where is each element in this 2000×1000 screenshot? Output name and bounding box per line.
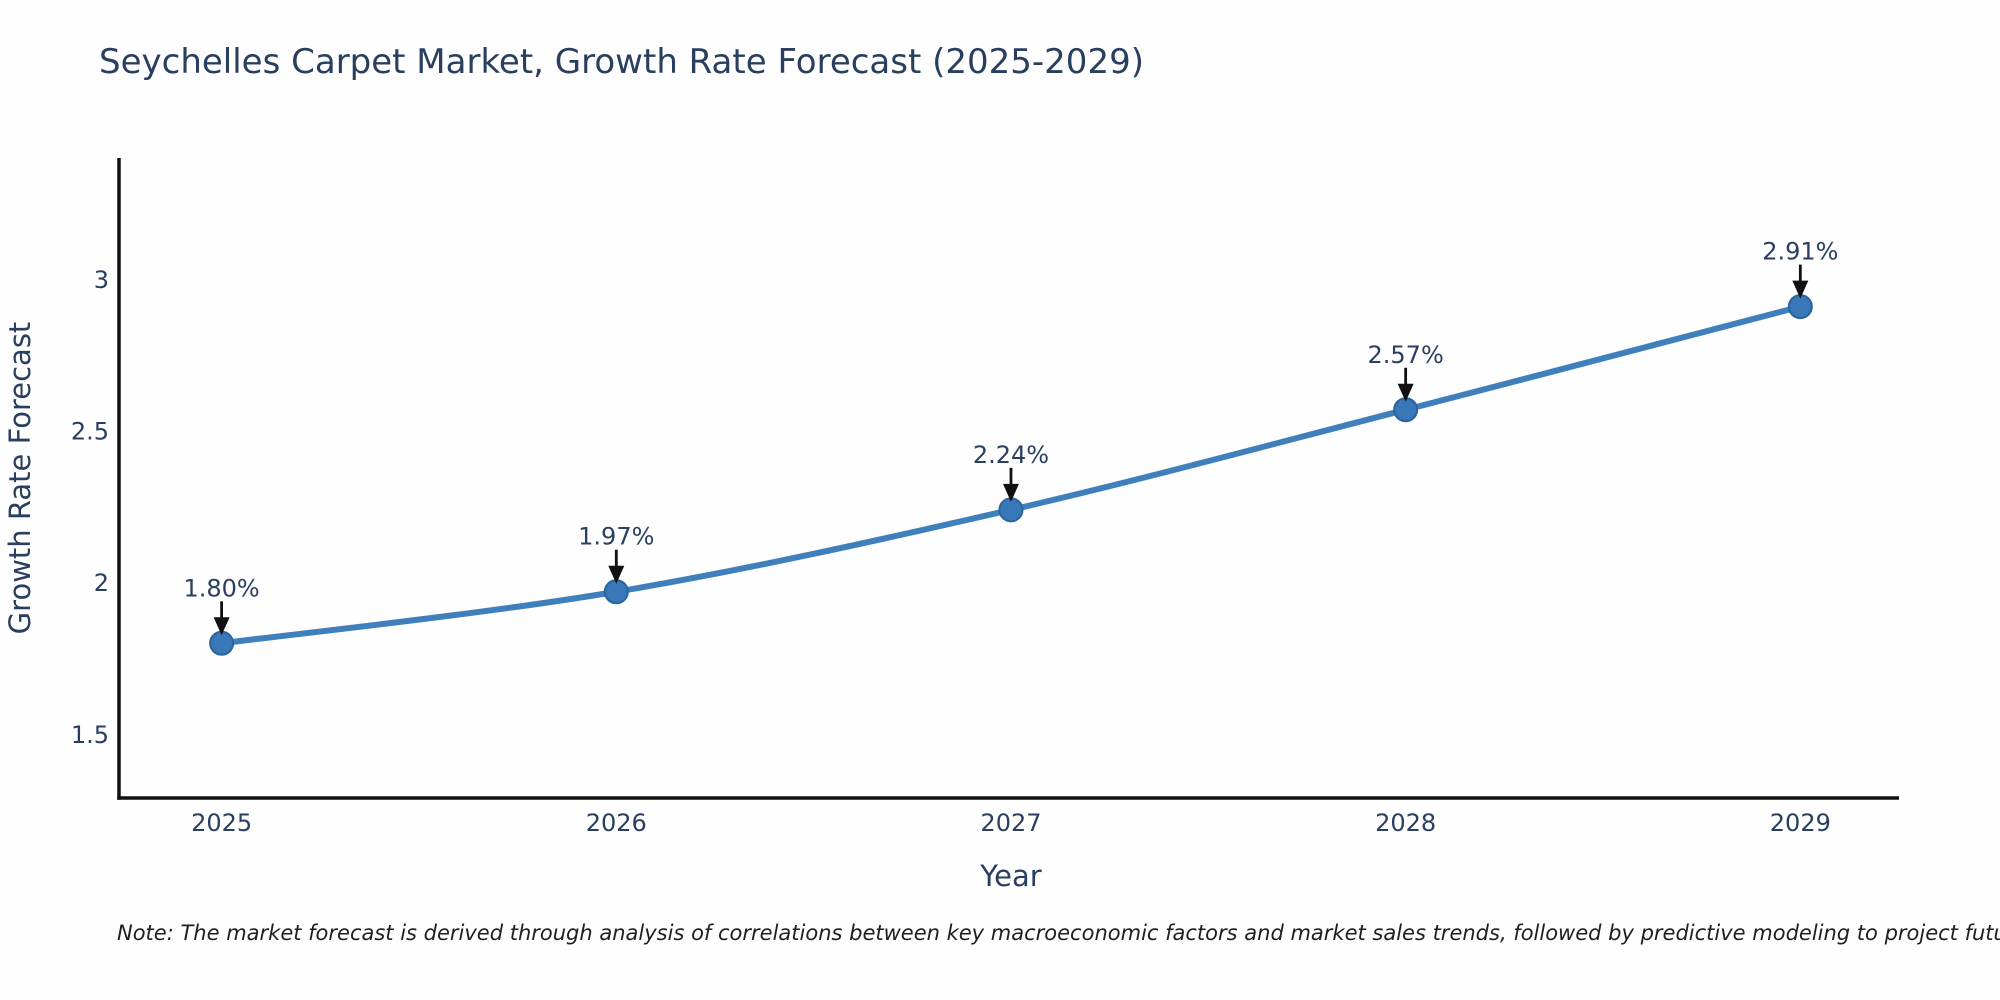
y-tick-label: 2 [94,569,109,597]
y-tick-label: 2.5 [71,417,109,445]
x-axis-title: Year [979,859,1041,893]
point-arrow-head [1002,483,1019,502]
chart-title: Seychelles Carpet Market, Growth Rate Fo… [99,42,1144,82]
point-value-label: 1.97% [578,523,654,551]
point-value-label: 2.24% [973,441,1049,469]
point-arrow-head [1792,280,1809,299]
footnote: Note: The market forecast is derived thr… [117,921,2000,945]
x-tick-label: 2027 [980,809,1041,837]
y-axis-title: Growth Rate Forecast [3,322,37,635]
x-tick-label: 2025 [191,809,252,837]
point-value-label: 2.57% [1368,341,1444,369]
x-tick-label: 2026 [586,809,647,837]
point-value-label: 2.91% [1762,238,1838,266]
y-tick-label: 1.5 [71,721,109,749]
point-arrow-head [1397,383,1414,402]
point-value-label: 1.80% [183,574,259,602]
y-tick-label: 3 [94,266,109,294]
point-arrow-head [608,565,625,584]
point-arrow-head [213,617,230,636]
x-tick-label: 2029 [1770,809,1831,837]
x-tick-label: 2028 [1375,809,1436,837]
